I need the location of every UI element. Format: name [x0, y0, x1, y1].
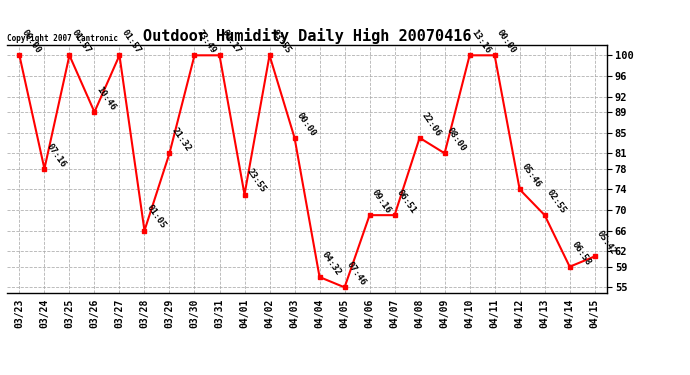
Text: 00:00: 00:00: [495, 28, 518, 56]
Text: 23:49: 23:49: [195, 28, 217, 56]
Text: 07:46: 07:46: [344, 260, 367, 287]
Text: 06:51: 06:51: [395, 188, 417, 215]
Text: 03:55: 03:55: [270, 28, 293, 56]
Text: 00:17: 00:17: [219, 28, 242, 56]
Text: 05:42: 05:42: [595, 229, 618, 256]
Text: 07:16: 07:16: [44, 142, 67, 169]
Text: 01:57: 01:57: [119, 28, 142, 56]
Text: 01:05: 01:05: [144, 204, 167, 231]
Text: 23:55: 23:55: [244, 167, 267, 195]
Text: 21:32: 21:32: [170, 126, 193, 153]
Title: Outdoor Humidity Daily High 20070416: Outdoor Humidity Daily High 20070416: [143, 28, 471, 44]
Text: 22:06: 22:06: [420, 111, 442, 138]
Text: 08:00: 08:00: [444, 126, 467, 153]
Text: Copyright 2007 Cantronic: Copyright 2007 Cantronic: [7, 33, 118, 42]
Text: 10:46: 10:46: [95, 85, 117, 112]
Text: 00:00: 00:00: [19, 28, 42, 56]
Text: 06:58: 06:58: [570, 240, 593, 267]
Text: 13:16: 13:16: [470, 28, 493, 56]
Text: 01:57: 01:57: [70, 28, 92, 56]
Text: 00:00: 00:00: [295, 111, 317, 138]
Text: 02:55: 02:55: [544, 188, 567, 215]
Text: 05:46: 05:46: [520, 162, 542, 189]
Text: 09:16: 09:16: [370, 188, 393, 215]
Text: 04:32: 04:32: [319, 250, 342, 277]
